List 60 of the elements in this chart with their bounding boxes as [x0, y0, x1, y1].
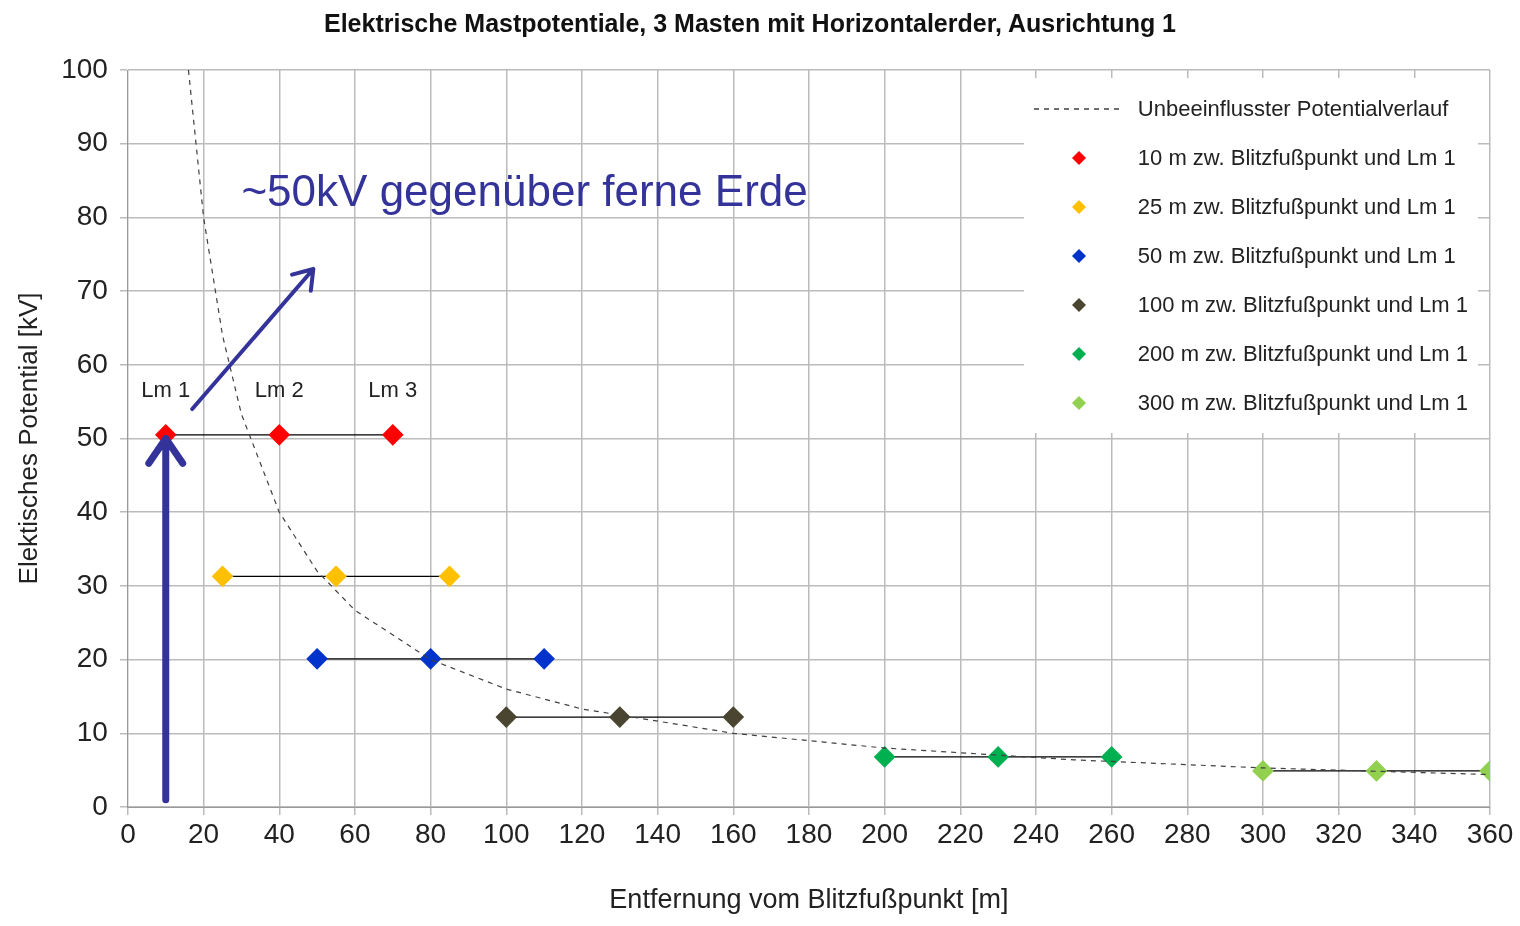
point: [325, 565, 347, 587]
point: [874, 746, 896, 768]
point: [533, 648, 555, 670]
x-tick-label: 0: [120, 817, 136, 849]
x-tick-label: 300: [1239, 817, 1287, 849]
legend-label: 300 m zw. Blitzfußpunkt und Lm 1: [1137, 389, 1468, 416]
y-tick-label: 70: [76, 273, 108, 305]
x-tick-label: 360: [1466, 817, 1514, 849]
x-tick-label: 260: [1088, 817, 1135, 849]
point: [211, 565, 234, 587]
chart-title: Elektrische Mastpotentiale, 3 Masten mit Horizontalerder, Ausrichtung 1: [323, 8, 1177, 37]
point: [1101, 746, 1123, 768]
y-tick-label: 50: [76, 421, 108, 453]
x-tick-label: 160: [709, 817, 757, 849]
point: [382, 424, 404, 446]
y-tick-label: 20: [76, 642, 108, 674]
point: [438, 565, 461, 587]
x-tick-label: 220: [936, 817, 984, 849]
x-tick-label: 120: [558, 817, 606, 849]
x-tick-label: 320: [1315, 817, 1363, 849]
y-tick-label: 60: [76, 347, 108, 379]
x-tick-label: 280: [1163, 817, 1211, 849]
point: [306, 648, 328, 670]
point: [1252, 760, 1274, 782]
y-tick-label: 40: [76, 494, 108, 526]
x-tick-label: 200: [861, 817, 908, 849]
legend-label: 50 m zw. Blitzfußpunkt und Lm 1: [1137, 242, 1456, 269]
point: [609, 706, 631, 728]
x-axis-title: Entfernung vom Blitzfußpunkt [m]: [609, 884, 1009, 915]
point: [268, 424, 290, 446]
x-tick-label: 40: [263, 817, 295, 849]
x-tick-label: 140: [634, 817, 681, 849]
y-tick-label: 80: [76, 200, 108, 232]
point: [987, 746, 1009, 768]
y-tick-label: 100: [61, 52, 108, 84]
y-axis-title: Elektisches Potential [kV]: [12, 292, 43, 585]
annotation: ~50kV gegenüber ferne Erde: [241, 165, 808, 216]
x-tick-label: 340: [1390, 817, 1438, 849]
y-tick-label: 0: [92, 789, 108, 821]
point: [420, 648, 442, 670]
legend-label: 25 m zw. Blitzfußpunkt und Lm 1: [1137, 193, 1456, 220]
point: [1365, 760, 1388, 782]
x-tick-label: 60: [339, 817, 371, 849]
legend-label: 100 m zw. Blitzfußpunkt und Lm 1: [1137, 291, 1468, 318]
annotation: Lm 2: [254, 376, 304, 402]
legend-label: Unbeeinflusster Potentialverlauf: [1137, 95, 1449, 122]
x-tick-label: 100: [482, 817, 530, 849]
x-tick-label: 20: [188, 817, 220, 849]
legend-label: 10 m zw. Blitzfußpunkt und Lm 1: [1137, 144, 1456, 171]
point: [495, 706, 517, 728]
x-tick-label: 80: [415, 817, 447, 849]
x-tick-label: 240: [1012, 817, 1060, 849]
y-tick-label: 10: [76, 716, 108, 748]
annotation: Lm 3: [368, 376, 418, 402]
y-tick-label: 90: [76, 126, 108, 158]
legend-label: 200 m zw. Blitzfußpunkt und Lm 1: [1137, 340, 1468, 367]
x-tick-label: 180: [785, 817, 833, 849]
y-tick-label: 30: [76, 568, 108, 600]
annotation: Lm 1: [141, 376, 191, 402]
point: [722, 706, 744, 728]
